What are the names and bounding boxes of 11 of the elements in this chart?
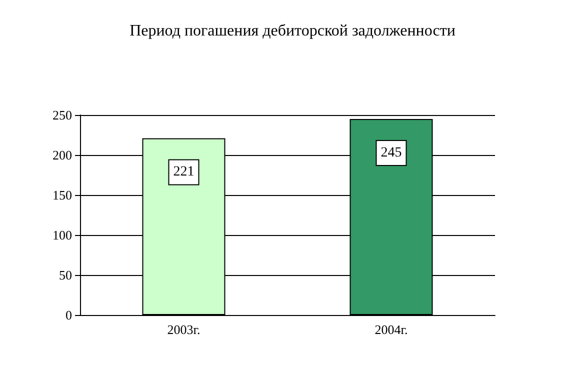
y-tick-label: 0 bbox=[66, 308, 72, 322]
y-tick-label: 250 bbox=[52, 108, 72, 122]
x-tick-label: 2004г. bbox=[374, 322, 408, 337]
y-tick-label: 150 bbox=[52, 188, 72, 202]
y-tick-label: 50 bbox=[59, 268, 72, 282]
x-tick-label: 2003г. bbox=[167, 322, 200, 337]
y-tick-label: 200 bbox=[52, 148, 72, 162]
y-tick-label: 100 bbox=[52, 228, 72, 242]
data-label: 221 bbox=[173, 164, 194, 180]
data-label: 245 bbox=[380, 146, 402, 160]
chart-title: Период погашения дебиторской задолженности bbox=[130, 22, 456, 40]
